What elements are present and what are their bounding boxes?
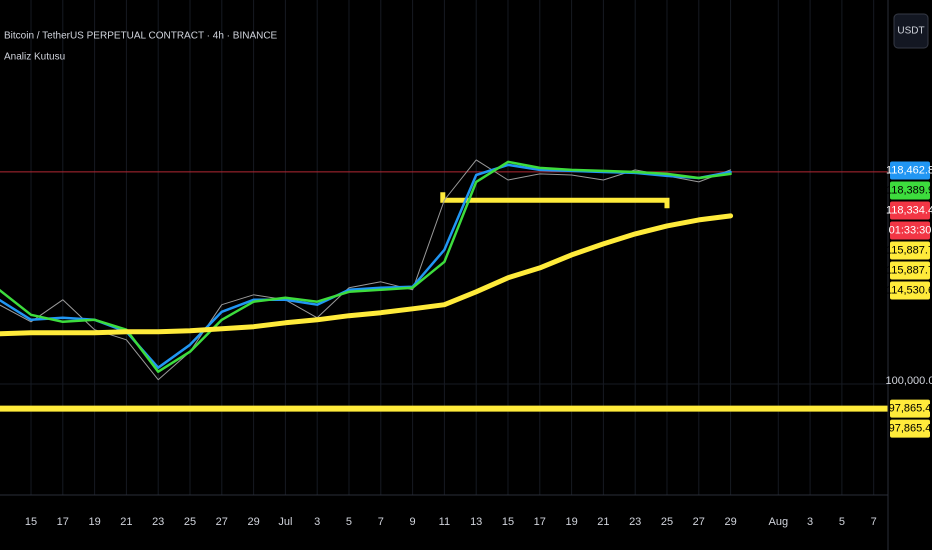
x-tick-label: 25	[184, 516, 196, 528]
x-tick-label: 5	[839, 516, 845, 528]
x-tick-label: 23	[152, 516, 164, 528]
x-tick-label: 19	[565, 516, 577, 528]
price-tag-label: 115,887.7	[886, 264, 932, 276]
plot	[0, 159, 888, 412]
x-tick-label: Aug	[769, 516, 789, 528]
price-tag	[890, 241, 930, 260]
price-tag-label: 97,865.4	[889, 423, 932, 435]
x-tick-label: 11	[439, 516, 450, 528]
price-tag-label: 115,887.7	[886, 244, 932, 256]
level-bracket	[440, 192, 670, 209]
y-tick-label: 100,000.0	[886, 375, 932, 387]
price-tag-label: 118,462.8	[886, 164, 932, 176]
x-tick-label: 17	[534, 516, 546, 528]
x-tick-label: 21	[597, 516, 609, 528]
indicator-name: Analiz Kutusu	[4, 52, 65, 63]
x-tick-label: 15	[25, 516, 37, 528]
price-tag-label: 114,530.6	[886, 284, 932, 296]
price-tag	[890, 181, 930, 200]
x-tick-label: 15	[502, 516, 514, 528]
price-tag-label: 118,389.9	[886, 184, 932, 196]
axes: 15 17 19 21 23 25 27 29 Jul 3 5 7 9 11 13 15 17 19 21 23 25 2…	[25, 161, 932, 528]
x-tick-label: 27	[693, 516, 705, 528]
price-tag	[890, 261, 930, 280]
x-tick-label: 13	[470, 516, 482, 528]
price-tag	[890, 281, 930, 300]
x-tick-label: 19	[88, 516, 100, 528]
x-tick-label: 25	[661, 516, 673, 528]
x-tick-label: 29	[724, 516, 736, 528]
price-tag-label: 118,334.4	[886, 204, 932, 216]
x-tick-label: 7	[378, 516, 384, 528]
series-line	[0, 160, 732, 373]
x-tick-label: 3	[314, 516, 320, 528]
x-tick-label: 29	[247, 516, 259, 528]
chart-title: Bitcoin / TetherUS PERPETUAL CONTRACT · …	[4, 31, 278, 42]
price-tag	[890, 201, 930, 220]
x-tick-label: 17	[57, 516, 69, 528]
x-tick-label: Jul	[278, 516, 292, 528]
countdown-label: 01:33:30	[889, 224, 932, 236]
series-line	[0, 213, 734, 337]
price-tag	[890, 161, 930, 180]
x-tick-label: 9	[410, 516, 416, 528]
x-tick-label: 23	[629, 516, 641, 528]
x-tick-label: 27	[216, 516, 228, 528]
x-tick-label: 21	[120, 516, 132, 528]
countdown-tag	[890, 221, 930, 240]
currency-button[interactable]	[893, 13, 929, 49]
x-tick-label: 5	[346, 516, 352, 528]
currency-label[interactable]: USDT	[897, 26, 924, 37]
series-line	[0, 159, 732, 381]
x-tick-label: 3	[807, 516, 813, 528]
x-tick-label: 7	[871, 516, 877, 528]
price-tag-label: 97,865.4	[889, 403, 932, 415]
price-tag	[890, 419, 930, 438]
price-tag	[890, 399, 930, 418]
